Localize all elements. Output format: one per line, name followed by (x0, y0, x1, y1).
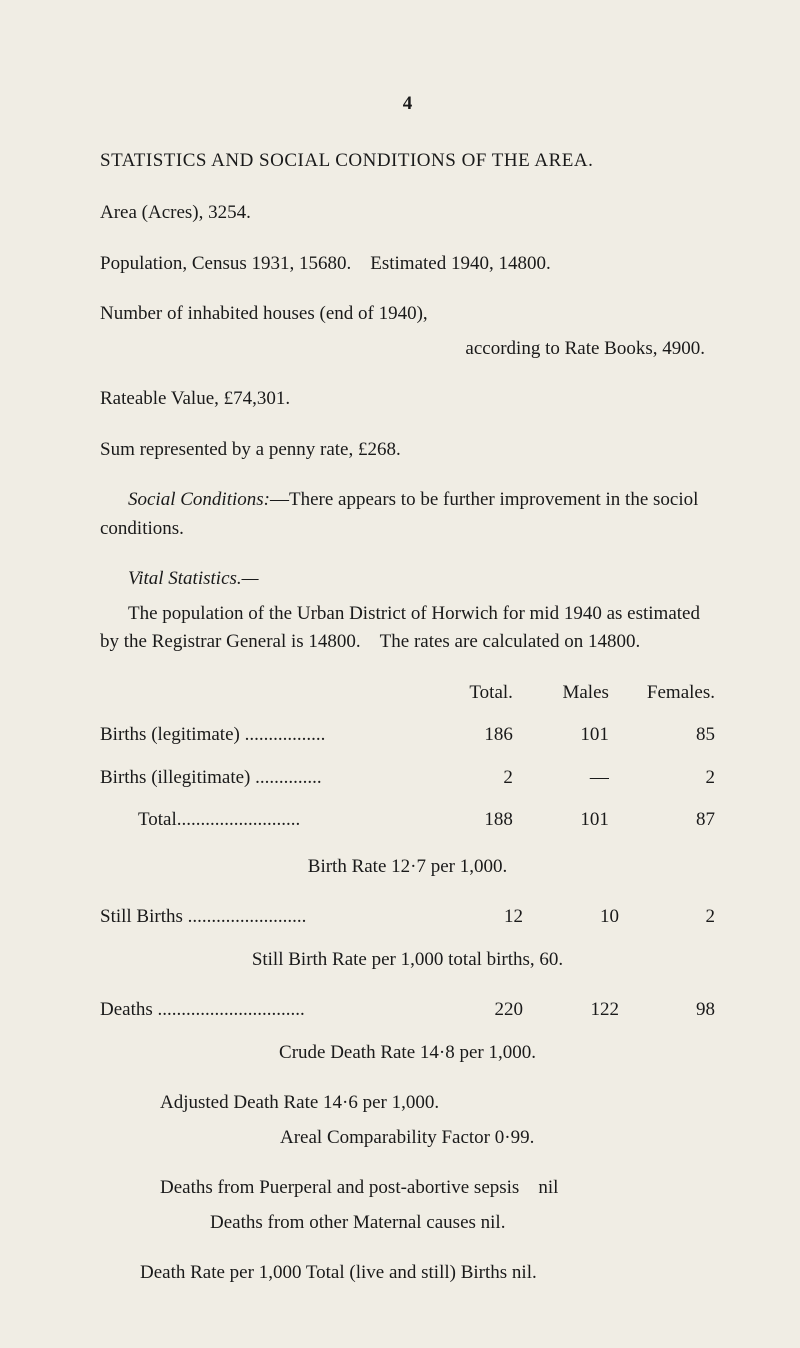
page-number: 4 (100, 90, 715, 119)
row-males: 101 (551, 806, 609, 835)
still-births-females: 2 (657, 903, 715, 932)
puerperal-block: Deaths from Puerperal and post-abortive … (160, 1174, 715, 1237)
adjusted-death-line-2: Areal Comparability Factor 0·99. (280, 1124, 715, 1153)
vital-stats-label-line: Vital Statistics.— (100, 565, 715, 594)
vital-stats-label: Vital Statistics.— (128, 568, 259, 589)
row-females: 87 (647, 806, 715, 835)
puerperal-line-2: Deaths from other Maternal causes nil. (210, 1209, 715, 1238)
still-births-row: Still Births ......................... 1… (100, 903, 715, 932)
deaths-females: 98 (657, 996, 715, 1025)
deaths-label: Deaths ............................... (100, 996, 427, 1025)
row-label: Births (illegitimate) .............. (100, 764, 417, 793)
row-total: 186 (455, 721, 513, 750)
main-heading: STATISTICS AND SOCIAL CONDITIONS OF THE … (100, 147, 715, 176)
col-males: Males (551, 679, 609, 708)
birth-rate-line: Birth Rate 12·7 per 1,000. (100, 853, 715, 882)
row-label: Births (legitimate) ................. (100, 721, 417, 750)
area-line: Area (Acres), 3254. (100, 199, 715, 228)
page-content: 4 STATISTICS AND SOCIAL CONDITIONS OF TH… (0, 0, 800, 1348)
col-females: Females. (647, 679, 715, 708)
adjusted-death-line-1: Adjusted Death Rate 14·6 per 1,000. (160, 1089, 715, 1118)
puerperal-line-1: Deaths from Puerperal and post-abortive … (160, 1174, 715, 1203)
row-total: 188 (455, 806, 513, 835)
population-line: Population, Census 1931, 15680. Estimate… (100, 250, 715, 279)
row-females: 2 (647, 764, 715, 793)
crude-death-line: Crude Death Rate 14·8 per 1,000. (100, 1039, 715, 1068)
death-rate-final: Death Rate per 1,000 Total (live and sti… (140, 1259, 715, 1288)
row-males: — (551, 764, 609, 793)
still-births-label: Still Births ......................... (100, 903, 427, 932)
rateable-line: Rateable Value, £74,301. (100, 385, 715, 414)
social-conditions-label: Social Conditions: (128, 489, 270, 510)
adjusted-block: Adjusted Death Rate 14·6 per 1,000. Area… (160, 1089, 715, 1152)
houses-line-2: according to Rate Books, 4900. (100, 335, 715, 364)
col-blank (100, 679, 417, 708)
stats-table: Total. Males Females. Births (legitimate… (100, 679, 715, 835)
still-births-males: 10 (561, 903, 619, 932)
deaths-total: 220 (465, 996, 523, 1025)
col-total: Total. (455, 679, 513, 708)
row-total: 2 (455, 764, 513, 793)
deaths-row: Deaths ............................... 2… (100, 996, 715, 1025)
penny-rate-line: Sum represented by a penny rate, £268. (100, 436, 715, 465)
still-births-total: 12 (465, 903, 523, 932)
houses-line-1: Number of inhabited houses (end of 1940)… (100, 300, 715, 329)
vital-stats-text: The population of the Urban District of … (100, 600, 715, 657)
deaths-males: 122 (561, 996, 619, 1025)
social-conditions-para: Social Conditions:—There appears to be f… (100, 486, 715, 543)
row-males: 101 (551, 721, 609, 750)
row-label: Total.......................... (100, 806, 417, 835)
still-birth-rate-line: Still Birth Rate per 1,000 total births,… (100, 946, 715, 975)
row-females: 85 (647, 721, 715, 750)
